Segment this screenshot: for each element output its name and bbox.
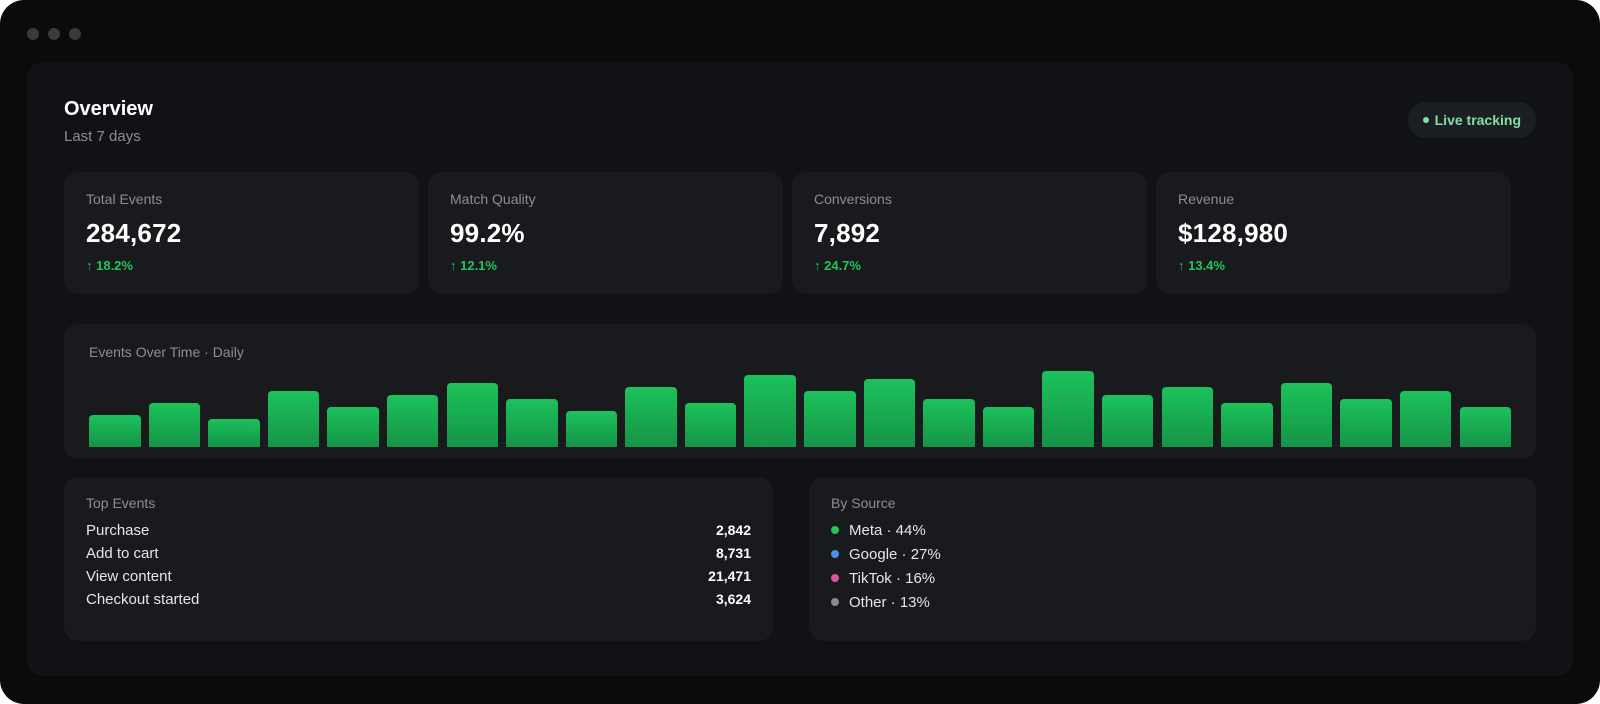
event-count: 8,731 (715, 545, 751, 561)
chart-bar[interactable] (625, 387, 677, 447)
chart-bar[interactable] (1280, 383, 1333, 447)
source-label: Meta · 44% (849, 521, 926, 539)
legend-dot-icon (831, 598, 839, 606)
stat-value: 284,672 (86, 218, 182, 248)
stat-change: ↑ 18.2% (86, 258, 133, 273)
date-range-label: Last 7 days (64, 128, 141, 145)
chart-bar[interactable] (804, 391, 856, 447)
chart-bar[interactable] (1340, 399, 1392, 447)
chart-bar[interactable] (208, 419, 260, 447)
stat-card-match-quality: Match Quality 99.2% ↑ 12.1% (428, 172, 783, 294)
chart-bar[interactable] (506, 399, 558, 447)
chart-bar[interactable] (744, 375, 796, 447)
source-label: Google · 27% (849, 545, 941, 563)
stat-label: Total Events (86, 191, 163, 207)
chart-bar[interactable] (565, 411, 618, 447)
event-row-view-content[interactable]: View content 21,471 (86, 566, 751, 586)
legend-dot-icon (831, 526, 839, 534)
event-row-checkout-started[interactable]: Checkout started 3,624 (86, 589, 751, 609)
event-count: 21,471 (708, 568, 751, 584)
chart-bar[interactable] (1042, 371, 1094, 447)
legend-dot-icon (831, 574, 839, 582)
stat-label: Match Quality (450, 191, 536, 207)
events-bar-chart (89, 367, 1511, 447)
chart-bar[interactable] (863, 379, 916, 447)
events-chart-card: Events Over Time · Daily (64, 324, 1536, 459)
dashboard-panel: Overview Last 7 days Live tracking Total… (27, 62, 1573, 676)
by-source-title: By Source (831, 495, 896, 511)
live-tracking-badge[interactable]: Live tracking (1407, 102, 1536, 138)
live-tracking-label: Live tracking (1434, 112, 1521, 128)
chart-bar[interactable] (446, 383, 499, 447)
chart-bar[interactable] (267, 391, 320, 447)
chart-bar[interactable] (1399, 391, 1452, 447)
source-item-other[interactable]: Other · 13% (831, 592, 930, 612)
chart-bar[interactable] (89, 415, 141, 447)
chart-bar[interactable] (327, 407, 379, 447)
stat-card-total-events: Total Events 284,672 ↑ 18.2% (64, 172, 419, 294)
stat-label: Revenue (1178, 191, 1235, 207)
source-label: Other · 13% (849, 593, 930, 611)
source-label: TikTok · 16% (849, 569, 936, 587)
stat-card-conversions: Conversions 7,892 ↑ 24.7% (792, 172, 1147, 294)
window-controls (27, 28, 81, 40)
chart-bar[interactable] (1101, 395, 1154, 447)
by-source-card: By Source Meta · 44% Google · 27% TikTok… (809, 477, 1536, 641)
close-window-button[interactable] (27, 28, 39, 40)
chart-bar[interactable] (1221, 403, 1273, 447)
chart-bar[interactable] (923, 399, 975, 447)
source-item-meta[interactable]: Meta · 44% (831, 520, 926, 540)
event-label: Add to cart (86, 544, 159, 562)
source-item-tiktok[interactable]: TikTok · 16% (831, 568, 935, 588)
event-row-add-to-cart[interactable]: Add to cart 8,731 (86, 543, 751, 563)
chart-title: Events Over Time · Daily (89, 344, 244, 360)
stat-change: ↑ 13.4% (1178, 258, 1225, 273)
stat-value: 99.2% (450, 218, 525, 248)
stat-change: ↑ 12.1% (450, 258, 497, 273)
source-item-google[interactable]: Google · 27% (831, 544, 941, 564)
minimize-window-button[interactable] (48, 28, 60, 40)
page-title: Overview (64, 98, 153, 120)
event-label: Checkout started (86, 590, 200, 608)
stat-value: 7,892 (814, 218, 881, 248)
legend-dot-icon (831, 550, 839, 558)
stat-label: Conversions (814, 191, 892, 207)
live-indicator-icon (1422, 117, 1429, 123)
stat-card-revenue: Revenue $128,980 ↑ 13.4% (1156, 172, 1511, 294)
chart-bar[interactable] (982, 407, 1035, 447)
event-row-purchase[interactable]: Purchase 2,842 (86, 520, 751, 540)
event-label: Purchase (86, 521, 150, 539)
top-events-title: Top Events (86, 495, 156, 511)
chart-bar[interactable] (386, 395, 439, 447)
maximize-window-button[interactable] (69, 28, 81, 40)
event-count: 2,842 (715, 522, 751, 538)
chart-bar[interactable] (148, 403, 201, 447)
chart-bar[interactable] (1161, 387, 1214, 447)
chart-bar[interactable] (684, 403, 737, 447)
chart-bar[interactable] (1459, 407, 1511, 447)
stat-value: $128,980 (1178, 218, 1289, 248)
top-events-card: Top Events Purchase 2,842 Add to cart 8,… (64, 477, 773, 641)
event-label: View content (86, 567, 172, 585)
stat-change: ↑ 24.7% (814, 258, 861, 273)
event-count: 3,624 (715, 591, 751, 607)
